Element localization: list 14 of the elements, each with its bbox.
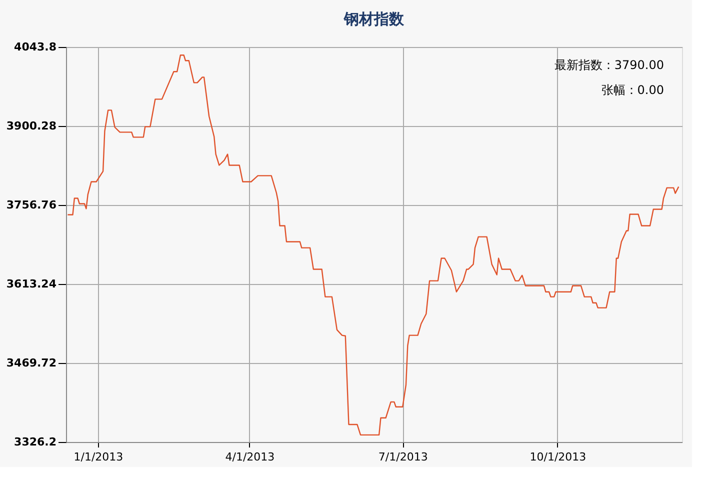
line-series xyxy=(67,54,680,436)
x-tick-label: 4/1/2013 xyxy=(225,450,275,464)
y-tick-label: 3469.72 xyxy=(6,356,56,370)
annotation: 张幅：0.00 xyxy=(601,83,664,97)
chart-title: 钢材指数 xyxy=(343,10,405,28)
annotation: 最新指数：3790.00 xyxy=(554,58,664,72)
y-tick-label: 4043.8 xyxy=(14,40,56,54)
x-tick-label: 10/1/2013 xyxy=(530,450,586,464)
x-tick-label: 1/1/2013 xyxy=(74,450,124,464)
y-tick-label: 3613.24 xyxy=(6,278,57,290)
y-tick-label: 3756.76 xyxy=(6,198,57,212)
y-tick-label: 3326.2 xyxy=(14,436,56,448)
y-tick-label: 3900.28 xyxy=(6,120,56,132)
x-tick-label: 7/1/2013 xyxy=(378,450,428,464)
